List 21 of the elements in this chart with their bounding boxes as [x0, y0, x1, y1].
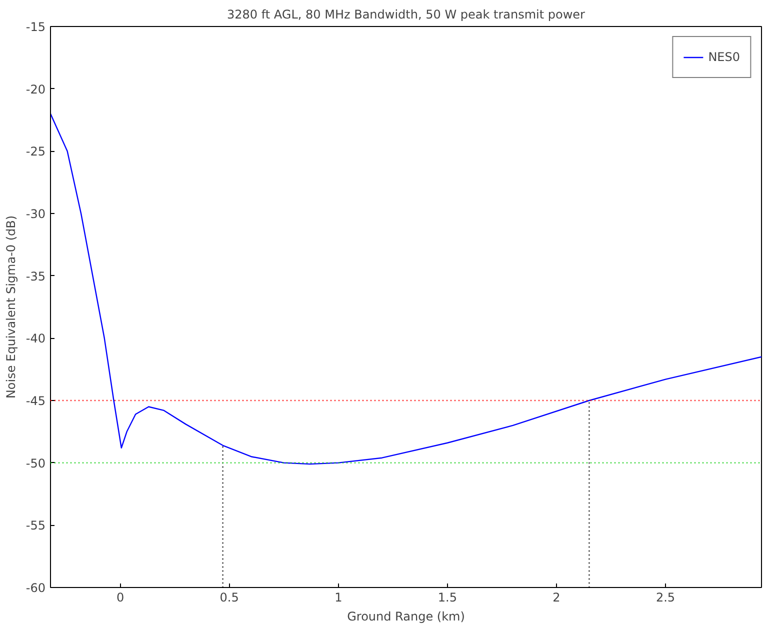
- y-tick-label: -20: [26, 82, 46, 96]
- legend-label: NES0: [708, 50, 740, 64]
- y-tick-label: -50: [26, 456, 46, 470]
- x-tick-label: 0: [116, 590, 124, 604]
- x-tick-label: 2: [552, 590, 560, 604]
- y-tick-label: -15: [26, 20, 46, 34]
- line-series: [50, 113, 762, 465]
- y-tick-label: -55: [26, 518, 46, 533]
- x-tick-label: 1.5: [438, 590, 457, 604]
- y-tick-label: -45: [26, 394, 46, 408]
- x-tick-label: 1: [334, 590, 342, 604]
- y-tick-label: -30: [26, 207, 46, 221]
- y-tick-label: -60: [26, 581, 46, 595]
- x-tick-label: 0.5: [220, 590, 239, 604]
- y-axis-title: Noise Equivalent Sigma-0 (dB): [4, 215, 18, 399]
- y-tick-label: -25: [26, 144, 46, 159]
- x-axis-title: Ground Range (km): [347, 610, 465, 624]
- y-tick-label: -40: [26, 332, 46, 346]
- x-tick-label: 2.5: [656, 590, 676, 604]
- chart-title: 3280 ft AGL, 80 MHz Bandwidth, 50 W peak transmit power: [227, 8, 586, 22]
- y-tick-label: -35: [26, 269, 46, 284]
